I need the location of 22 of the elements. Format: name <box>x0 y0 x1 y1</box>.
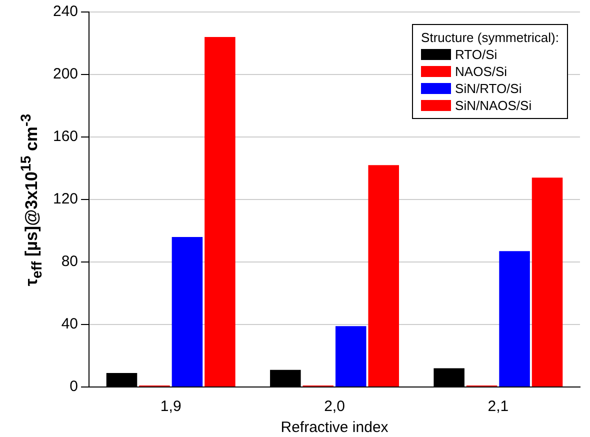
x-tick-label: 2,1 <box>488 398 509 416</box>
y-tick-label: 40 <box>61 316 78 333</box>
x-tick-label: 1,9 <box>160 398 182 416</box>
bar <box>335 326 366 386</box>
y-tick-label: 240 <box>52 3 78 20</box>
y-tick-label: 200 <box>52 66 78 83</box>
bar <box>204 37 236 386</box>
legend-label: NAOS/Si <box>455 63 508 80</box>
x-axis-title: Refractive index <box>280 419 389 436</box>
legend-label: RTO/Si <box>455 46 498 63</box>
y-tick-label: 80 <box>61 253 78 270</box>
legend-label: SiN/NAOS/Si <box>455 97 532 114</box>
legend-label: SiN/RTO/Si <box>455 80 522 97</box>
y-tick-label: 120 <box>52 190 78 208</box>
bar <box>368 165 399 386</box>
bar <box>172 237 203 386</box>
y-tick-label: 0 <box>70 378 78 396</box>
bar <box>532 178 563 386</box>
legend-title: Structure (symmetrical): <box>421 29 559 46</box>
bar <box>499 251 530 386</box>
y-tick-label: 160 <box>52 128 78 146</box>
x-tick-label: 2,0 <box>324 398 345 416</box>
